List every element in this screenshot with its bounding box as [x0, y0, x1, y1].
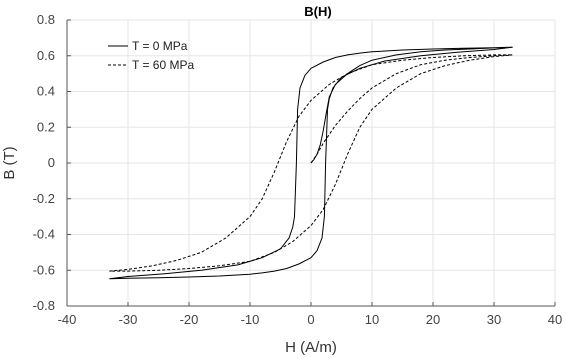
y-tick-label-0: -0.8 — [33, 298, 55, 313]
y-tick-label-7: 0.6 — [37, 48, 55, 63]
y-tick-label-4: 0 — [48, 155, 55, 170]
x-tick-label-0: -40 — [58, 312, 77, 327]
y-tick-label-5: 0.2 — [37, 119, 55, 134]
axes — [66, 19, 556, 307]
x-tick-label-2: -20 — [180, 312, 199, 327]
series-line-0 — [109, 46, 513, 280]
legend-label-0: T = 0 MPa — [132, 39, 188, 53]
x-tick-label-7: 30 — [487, 312, 501, 327]
series-line-1 — [109, 54, 513, 272]
chart-title: B(H) — [304, 4, 331, 19]
x-tick-label-5: 10 — [365, 312, 379, 327]
y-tick-label-3: -0.2 — [33, 191, 55, 206]
y-axis-label: B (T) — [1, 146, 18, 179]
x-tick-label-4: 0 — [307, 312, 314, 327]
y-tick-label-2: -0.4 — [33, 227, 55, 242]
x-tick-label-1: -30 — [119, 312, 138, 327]
tick-labels: -40 -30 -20 -10 0 10 20 30 40 -0.8 -0.6 -0.4 -0.2 0 0.… — [33, 12, 563, 327]
series-lines — [109, 46, 513, 280]
x-axis-label: H (A/m) — [285, 339, 337, 356]
legend-label-1: T = 60 MPa — [132, 58, 194, 72]
x-tick-label-6: 20 — [426, 312, 440, 327]
y-tick-label-6: 0.4 — [37, 84, 55, 99]
x-tick-label-3: -10 — [241, 312, 260, 327]
legend: T = 0 MPa T = 60 MPa — [108, 39, 194, 72]
y-tick-label-8: 0.8 — [37, 12, 55, 27]
y-tick-label-1: -0.6 — [33, 262, 55, 277]
x-tick-label-8: 40 — [548, 312, 562, 327]
